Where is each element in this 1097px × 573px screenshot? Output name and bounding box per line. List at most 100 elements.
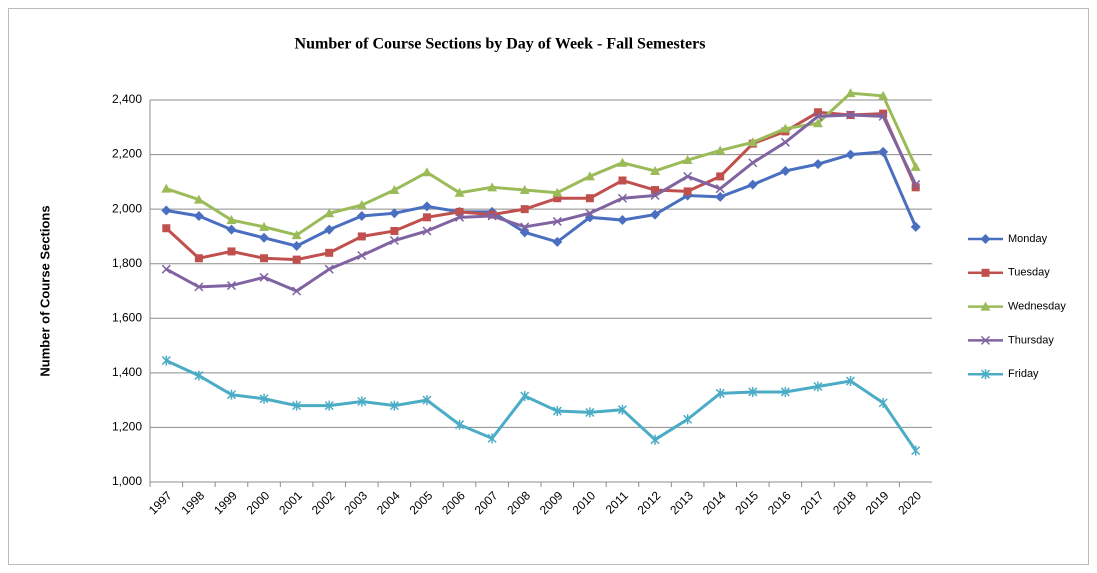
- marker: [552, 406, 562, 417]
- marker: [878, 397, 888, 408]
- y-axis-label: Number of Course Sections: [37, 205, 52, 376]
- marker: [650, 434, 660, 445]
- marker: [324, 400, 334, 411]
- marker: [422, 213, 431, 222]
- marker: [226, 224, 237, 235]
- marker: [193, 210, 204, 221]
- marker: [422, 395, 432, 406]
- marker: [846, 110, 856, 120]
- y-tick-label: 1,600: [112, 310, 142, 324]
- marker: [356, 200, 367, 210]
- y-tick-label: 2,400: [112, 92, 142, 106]
- marker: [421, 167, 432, 177]
- legend-label: Tuesday: [1008, 267, 1050, 279]
- line: [165, 359, 917, 452]
- marker: [194, 254, 203, 263]
- legend-marker: [980, 335, 991, 345]
- y-tick-label: 1,000: [112, 474, 142, 488]
- marker: [324, 264, 334, 274]
- marker: [291, 230, 302, 240]
- legend-label: Monday: [1008, 233, 1048, 245]
- y-tick-label: 2,200: [112, 147, 142, 161]
- marker: [455, 207, 464, 216]
- marker: [194, 282, 204, 292]
- marker: [878, 111, 888, 121]
- marker: [454, 187, 465, 197]
- marker: [715, 145, 726, 155]
- marker: [324, 224, 335, 235]
- marker: [487, 433, 497, 444]
- marker: [747, 179, 758, 190]
- marker: [683, 187, 692, 196]
- marker: [260, 254, 269, 263]
- marker: [651, 186, 660, 195]
- marker: [747, 137, 758, 147]
- marker: [879, 109, 888, 118]
- marker: [585, 194, 594, 203]
- marker: [748, 158, 758, 168]
- marker: [878, 146, 889, 157]
- marker: [325, 248, 334, 257]
- marker: [682, 155, 693, 165]
- marker: [161, 264, 171, 274]
- marker: [357, 250, 367, 261]
- marker: [389, 208, 400, 219]
- series: [161, 88, 921, 240]
- marker: [520, 222, 530, 232]
- marker: [845, 149, 856, 160]
- marker: [552, 236, 563, 247]
- marker: [780, 165, 791, 176]
- marker: [455, 212, 465, 222]
- series: [161, 355, 921, 456]
- marker: [259, 272, 269, 282]
- marker: [911, 180, 921, 190]
- y-tick-label: 1,200: [112, 420, 142, 434]
- marker: [812, 118, 823, 128]
- legend-marker: [981, 268, 990, 277]
- series: [161, 110, 921, 296]
- marker: [585, 407, 595, 418]
- marker: [617, 193, 627, 203]
- marker: [292, 286, 302, 296]
- marker: [617, 215, 628, 226]
- marker: [683, 171, 693, 181]
- marker: [520, 205, 529, 214]
- y-tick-label: 2,000: [112, 201, 142, 215]
- marker: [390, 226, 399, 235]
- marker: [356, 210, 367, 221]
- marker: [487, 182, 498, 192]
- marker: [715, 184, 725, 194]
- marker: [780, 123, 791, 133]
- marker: [291, 240, 302, 251]
- chart-title: Number of Course Sections by Day of Week…: [295, 36, 706, 53]
- marker: [259, 393, 269, 404]
- marker: [813, 381, 823, 392]
- marker: [650, 209, 661, 220]
- legend-marker: [980, 301, 991, 311]
- marker: [422, 226, 432, 236]
- marker: [487, 211, 497, 221]
- legend-label: Thursday: [1008, 334, 1054, 346]
- y-tick-label: 1,400: [112, 365, 142, 379]
- marker: [226, 389, 236, 400]
- marker: [846, 376, 856, 387]
- marker: [715, 388, 725, 399]
- y-tick-label: 1,800: [112, 256, 142, 270]
- marker: [292, 400, 302, 411]
- marker: [161, 183, 172, 193]
- marker: [845, 88, 856, 98]
- marker: [683, 414, 693, 425]
- marker: [617, 404, 627, 415]
- marker: [226, 281, 236, 291]
- marker: [618, 176, 627, 185]
- marker: [227, 247, 236, 256]
- marker: [421, 201, 432, 212]
- legend-marker: [980, 369, 991, 380]
- marker: [650, 190, 660, 201]
- marker: [911, 183, 920, 192]
- marker: [715, 191, 726, 202]
- marker: [584, 171, 595, 181]
- marker: [910, 221, 921, 232]
- marker: [585, 208, 595, 218]
